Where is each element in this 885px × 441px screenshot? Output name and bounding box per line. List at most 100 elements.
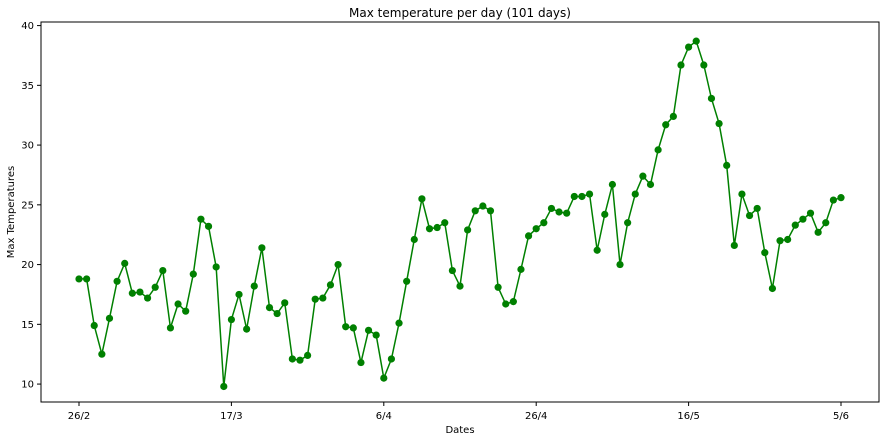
data-point bbox=[654, 146, 662, 154]
x-axis: 26/2 17/3 6/4 26/4 16/5 5/6 bbox=[68, 402, 849, 422]
data-point bbox=[532, 225, 540, 233]
data-point bbox=[768, 284, 777, 293]
y-axis: 10 15 20 25 30 35 40 bbox=[21, 21, 41, 391]
data-point bbox=[387, 355, 396, 363]
series-line bbox=[79, 39, 842, 387]
data-point bbox=[364, 326, 373, 334]
data-point bbox=[372, 331, 380, 339]
data-point bbox=[814, 228, 822, 236]
data-point bbox=[159, 266, 167, 275]
data-point bbox=[296, 356, 304, 364]
data-point bbox=[258, 244, 266, 252]
data-point bbox=[182, 307, 190, 315]
y-tick-label: 15 bbox=[21, 320, 34, 331]
data-point bbox=[250, 282, 258, 290]
data-point bbox=[692, 37, 700, 45]
data-point bbox=[555, 208, 563, 216]
data-point bbox=[410, 235, 418, 244]
y-tick-label: 35 bbox=[21, 81, 34, 92]
y-tick-label: 10 bbox=[21, 380, 34, 391]
data-point bbox=[243, 325, 251, 333]
data-point bbox=[464, 226, 472, 234]
data-point bbox=[113, 277, 121, 285]
data-point bbox=[479, 202, 487, 210]
y-tick-label: 30 bbox=[21, 141, 34, 152]
data-point bbox=[326, 281, 335, 289]
y-tick-label: 40 bbox=[21, 21, 34, 32]
data-point bbox=[448, 266, 456, 275]
data-point bbox=[235, 290, 243, 299]
data-point bbox=[288, 355, 296, 363]
data-point bbox=[753, 204, 761, 213]
data-point bbox=[334, 260, 342, 269]
data-point bbox=[799, 215, 807, 223]
data-point bbox=[227, 315, 235, 324]
data-point bbox=[189, 270, 197, 278]
data-point bbox=[433, 223, 441, 232]
data-point bbox=[837, 194, 845, 202]
data-point bbox=[342, 323, 350, 331]
data-point bbox=[685, 43, 693, 51]
data-point bbox=[128, 289, 136, 297]
data-point bbox=[608, 180, 617, 189]
data-point bbox=[585, 190, 594, 198]
y-tick-label: 20 bbox=[21, 260, 34, 271]
data-point bbox=[639, 172, 647, 180]
x-tick-label: 26/4 bbox=[525, 411, 547, 422]
data-point bbox=[281, 299, 289, 307]
data-point bbox=[822, 219, 830, 227]
data-point bbox=[707, 94, 716, 103]
y-axis-label: Max Temperatures bbox=[6, 166, 17, 258]
data-point bbox=[806, 209, 815, 217]
data-point bbox=[570, 192, 578, 201]
data-point bbox=[784, 235, 792, 244]
data-point bbox=[98, 350, 106, 358]
data-point bbox=[593, 246, 601, 254]
data-point bbox=[265, 303, 274, 312]
data-point bbox=[494, 283, 502, 291]
data-point bbox=[456, 282, 464, 290]
data-point bbox=[700, 61, 708, 69]
data-point bbox=[349, 324, 357, 332]
data-point bbox=[166, 324, 175, 332]
data-point bbox=[311, 295, 319, 303]
data-point bbox=[662, 121, 670, 129]
data-point bbox=[174, 300, 182, 308]
x-tick-label: 17/3 bbox=[220, 411, 242, 422]
data-point bbox=[730, 241, 738, 250]
data-point bbox=[143, 294, 152, 302]
y-tick-label: 25 bbox=[21, 200, 34, 211]
data-point bbox=[403, 277, 411, 285]
data-point bbox=[204, 222, 213, 230]
data-point bbox=[486, 207, 495, 215]
data-point bbox=[631, 190, 639, 198]
data-point bbox=[83, 275, 91, 283]
data-point bbox=[578, 192, 586, 201]
data-point bbox=[509, 298, 517, 306]
data-point bbox=[220, 382, 228, 391]
data-point bbox=[723, 161, 731, 169]
data-point bbox=[105, 314, 114, 322]
plot-area-frame bbox=[40, 21, 880, 403]
data-point bbox=[601, 210, 609, 218]
data-point bbox=[540, 219, 548, 227]
x-tick-label: 16/5 bbox=[677, 411, 699, 422]
data-point bbox=[136, 288, 144, 296]
data-point bbox=[524, 232, 533, 240]
data-point bbox=[197, 215, 205, 223]
data-point bbox=[616, 260, 624, 269]
data-point bbox=[418, 195, 426, 203]
data-point bbox=[517, 265, 525, 273]
data-point bbox=[791, 221, 799, 229]
data-point bbox=[319, 294, 327, 302]
x-tick-label: 26/2 bbox=[68, 411, 90, 422]
data-point bbox=[761, 249, 769, 257]
data-point bbox=[776, 237, 784, 245]
data-point bbox=[441, 219, 449, 227]
x-tick-label: 5/6 bbox=[833, 411, 849, 422]
data-point bbox=[502, 300, 510, 308]
x-tick-label: 6/4 bbox=[376, 411, 392, 422]
data-point bbox=[357, 358, 365, 367]
data-point bbox=[715, 119, 723, 128]
